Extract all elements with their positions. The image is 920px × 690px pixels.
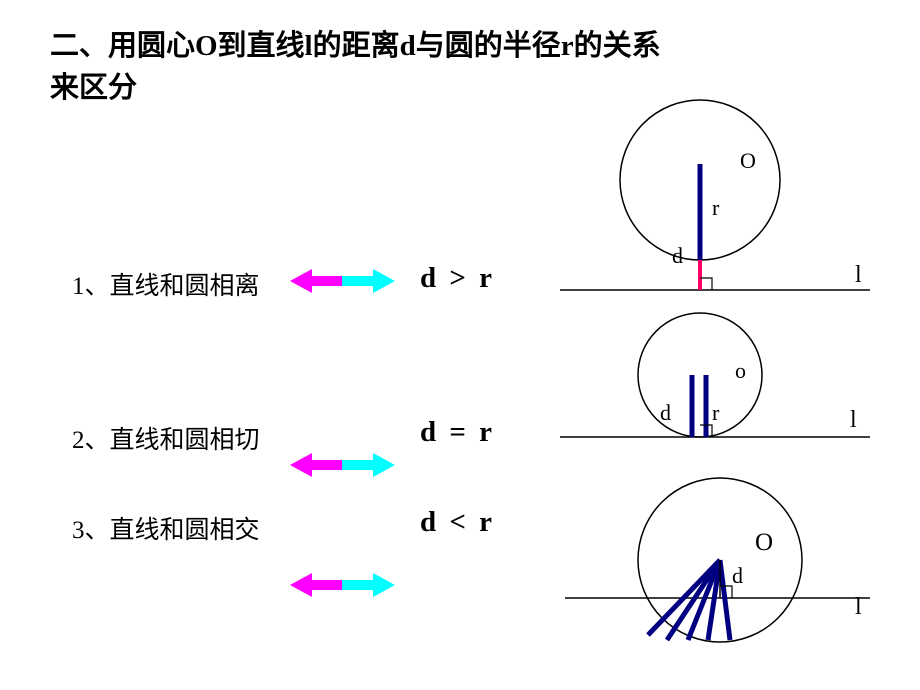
label-d-3: d	[732, 563, 743, 588]
label-O-3: O	[755, 529, 773, 556]
ray-5	[720, 560, 730, 640]
label-l-3: l	[855, 594, 862, 620]
diagram-secant: O d l	[0, 0, 920, 690]
